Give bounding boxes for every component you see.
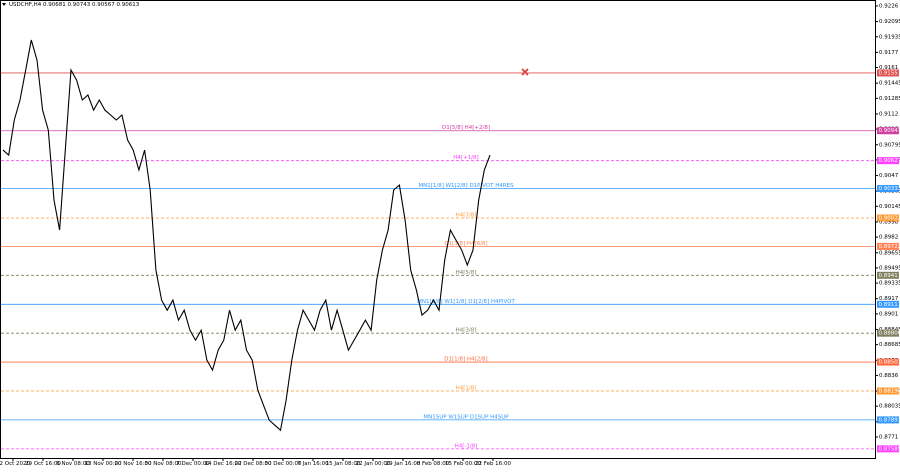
level-price-label: 0.89111 (879, 302, 900, 308)
y-tick-label: 0.91935 (879, 34, 900, 40)
y-tick-label: 0.8901 (879, 311, 898, 317)
y-tick-label: 0.8771 (879, 435, 898, 441)
level-price-label: 0.90333 (879, 186, 900, 192)
y-tick-label: 0.90795 (879, 142, 900, 148)
y-tick-label: 0.91445 (879, 81, 900, 87)
y-tick-label: 0.8836 (879, 373, 899, 379)
y-tick-label: 0.9177 (879, 50, 899, 56)
level-price-label: 0.90943 (879, 128, 900, 134)
level-label: H4[1/8] (456, 385, 477, 391)
level-price-label: 0.90627 (879, 158, 900, 164)
level-label: H4[7/8] (456, 212, 477, 218)
level-price-label: 0.88806 (879, 331, 900, 337)
y-tick-label: 0.89495 (879, 265, 900, 271)
y-tick-label: 0.90145 (879, 204, 900, 210)
x-tick-label: 7 Jan 16:00 (297, 461, 329, 467)
y-tick-label: 0.9226 (879, 3, 899, 9)
level-price-label: 0.87585 (879, 446, 900, 452)
level-label: H4[-1/8] (455, 443, 478, 449)
level-price-label: 0.87891 (879, 417, 900, 423)
level-label: MN1[1/8] W1[2/8] D1PIVOT H4RES (418, 183, 514, 189)
plot-frame (1, 1, 876, 459)
y-tick-label: 0.89335 (879, 281, 900, 287)
level-label: D1[5/8] H4[+2/8] (442, 125, 490, 131)
level-label: D1[1/8] H4[2/8] (444, 357, 487, 363)
level-label: MN1SUP W1SUP D1SUP H4SUP (423, 414, 509, 420)
level-price-label: 0.90022 (879, 215, 900, 221)
level-price-label: 0.88501 (879, 360, 900, 366)
level-label: H4[5/8] (456, 270, 477, 276)
chart-title: USDCHF,H4 0.90681 0.90743 0.90567 0.9061… (9, 2, 140, 8)
level-label: H4[3/8] (456, 328, 477, 334)
level-label: D1[3/8] H4[6/8] (444, 241, 487, 247)
y-tick-label: 0.8982 (879, 235, 898, 241)
y-tick-label: 0.89655 (879, 250, 900, 256)
level-price-label: 0.88196 (879, 388, 900, 394)
x-tick-label: 22 Feb 16:00 (475, 461, 512, 467)
level-label: H4[+1/8] (453, 155, 478, 161)
x-tick-label: 29 Jan 16:00 (386, 461, 421, 467)
y-tick-label: 0.91285 (879, 96, 900, 102)
level-price-label: 0.89417 (879, 273, 900, 279)
level-price-label: 0.89722 (879, 244, 900, 250)
y-tick-label: 0.88685 (879, 342, 900, 348)
y-tick-label: 0.9047 (879, 173, 899, 179)
y-tick-label: 0.9112 (879, 111, 898, 117)
level-price-label: 0.91553 (879, 70, 900, 76)
y-tick-label: 0.88035 (879, 404, 900, 410)
y-tick-label: 0.92095 (879, 19, 900, 25)
